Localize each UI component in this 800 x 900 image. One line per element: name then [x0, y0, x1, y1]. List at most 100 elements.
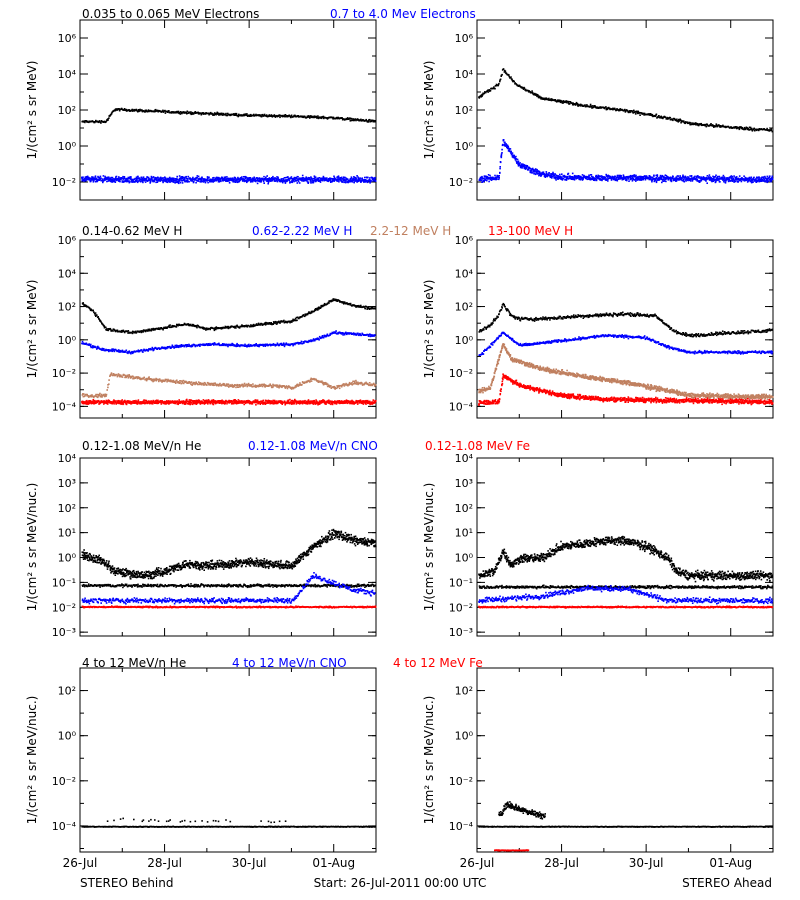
data-point	[151, 176, 153, 179]
data-point	[321, 179, 324, 182]
data-point	[219, 112, 221, 115]
data-point	[561, 173, 563, 175]
data-point	[318, 335, 321, 338]
data-point	[238, 177, 240, 180]
data-point	[652, 115, 655, 117]
data-point	[272, 323, 274, 325]
data-point	[199, 345, 201, 347]
data-point	[548, 99, 550, 101]
data-point	[725, 177, 728, 179]
data-point	[110, 176, 113, 179]
data-point	[698, 123, 700, 125]
data-point	[712, 175, 714, 178]
data-point	[220, 328, 223, 330]
data-point	[347, 117, 349, 119]
data-point	[147, 349, 149, 351]
data-point	[360, 118, 362, 121]
data-point	[357, 306, 360, 308]
data-point	[259, 115, 262, 117]
data-point	[113, 373, 116, 376]
data-point	[137, 376, 140, 379]
data-point	[195, 179, 197, 181]
data-point	[234, 325, 236, 328]
data-point	[178, 344, 181, 347]
data-point	[346, 178, 349, 180]
data-point	[370, 335, 373, 337]
data-point	[257, 345, 259, 347]
data-point	[679, 177, 682, 180]
data-point	[660, 115, 662, 118]
data-point	[168, 176, 171, 179]
data-point	[660, 176, 663, 178]
data-point	[364, 307, 367, 310]
data-point	[289, 181, 291, 183]
data-point	[271, 179, 274, 182]
data-point	[252, 114, 254, 117]
data-point	[676, 175, 679, 177]
data-point	[499, 172, 501, 174]
data-point	[187, 345, 190, 347]
data-point	[724, 181, 727, 184]
data-point	[629, 178, 631, 181]
data-point	[270, 114, 273, 116]
data-point	[265, 114, 268, 116]
data-point	[292, 318, 294, 321]
data-point	[195, 325, 198, 328]
data-point	[686, 121, 689, 123]
data-point	[133, 377, 135, 380]
data-point	[615, 176, 618, 179]
data-point	[267, 182, 269, 185]
data-point	[709, 176, 711, 179]
data-point	[745, 126, 748, 129]
data-point	[279, 322, 281, 324]
data-point	[298, 317, 300, 320]
data-point	[260, 322, 263, 325]
data-point	[210, 344, 212, 346]
data-point	[215, 176, 218, 179]
data-point	[126, 374, 129, 377]
data-point	[548, 172, 550, 174]
data-point	[657, 179, 659, 181]
data-point	[705, 124, 707, 127]
data-point	[537, 95, 540, 97]
data-point	[372, 335, 374, 337]
data-point	[560, 178, 563, 180]
data-point	[361, 177, 364, 180]
data-point	[365, 118, 367, 121]
data-point	[664, 174, 667, 176]
data-point	[291, 321, 293, 323]
data-point	[192, 113, 194, 115]
data-point	[297, 176, 299, 178]
data-point	[374, 176, 376, 179]
data-point	[635, 174, 637, 177]
data-point	[373, 180, 375, 182]
data-point	[196, 176, 198, 179]
data-point	[719, 181, 721, 183]
data-point	[509, 148, 512, 150]
data-point	[564, 100, 567, 103]
ytick-label: 10⁴	[58, 267, 77, 280]
data-point	[237, 344, 240, 346]
data-point	[246, 181, 248, 184]
data-point	[669, 178, 671, 180]
data-point	[659, 174, 662, 177]
data-point	[82, 393, 84, 395]
data-point	[536, 95, 538, 98]
data-point	[187, 175, 190, 178]
data-point	[202, 326, 204, 329]
data-point	[190, 323, 192, 326]
data-point	[749, 128, 752, 130]
data-point	[214, 327, 217, 329]
data-point	[485, 178, 487, 181]
data-point	[301, 316, 303, 318]
data-point	[755, 179, 758, 182]
data-point	[115, 108, 118, 110]
data-point	[561, 100, 563, 103]
data-point	[131, 375, 134, 377]
data-point	[550, 99, 553, 102]
data-point	[481, 95, 483, 97]
data-point	[770, 177, 772, 180]
data-point	[370, 306, 372, 309]
data-point	[261, 324, 264, 326]
data-point	[137, 175, 139, 178]
